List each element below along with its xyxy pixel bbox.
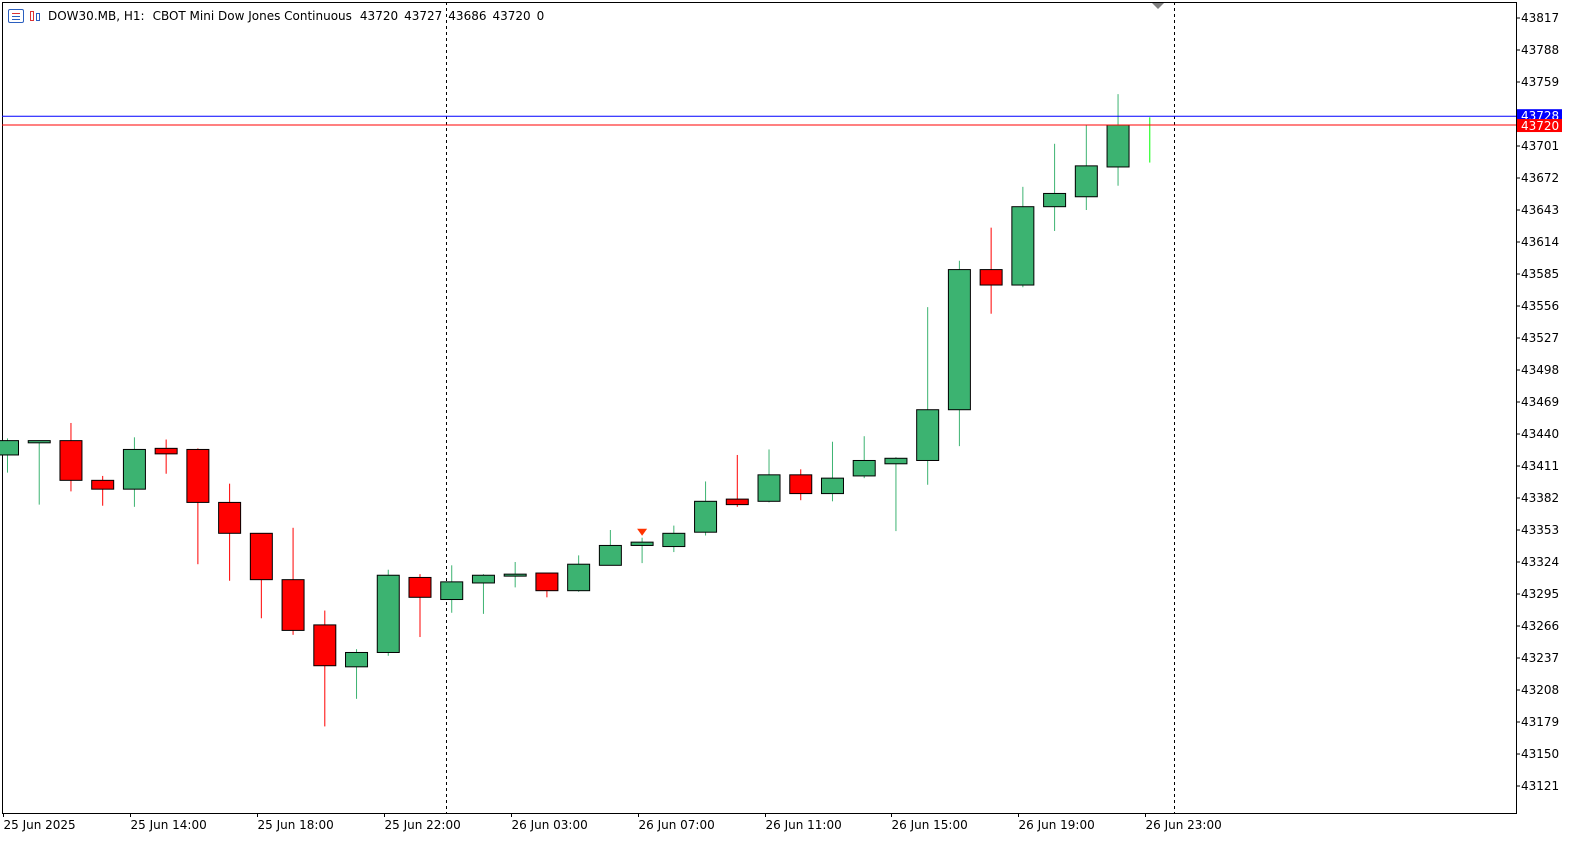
y-tick-label: 43556 [1521,299,1559,313]
candle-body[interactable] [249,532,273,581]
y-tick-label: 43643 [1521,203,1559,217]
x-tick-label: 26 Jun 03:00 [512,818,588,832]
candle-body[interactable] [440,581,464,601]
x-tick-label: 26 Jun 11:00 [766,818,842,832]
candle-body[interactable] [630,541,654,546]
candlestick-icon[interactable] [28,9,44,23]
x-tick-label: 25 Jun 2025 [4,818,76,832]
y-tick-label: 43382 [1521,491,1559,505]
bid-price-tag [1517,119,1562,133]
y-tick-label: 43701 [1521,139,1559,153]
candle-body[interactable] [0,440,19,456]
candle-body[interactable] [757,474,781,502]
candle-body[interactable] [567,563,591,592]
volume-value: 0 [536,9,545,23]
x-tick-label: 25 Jun 18:00 [258,818,334,832]
y-tick-label: 43208 [1521,683,1559,697]
chart-shift-marker[interactable] [1152,3,1164,9]
x-tick-label: 25 Jun 14:00 [131,818,207,832]
y-tick-label: 43179 [1521,715,1559,729]
close-value: 43720 [492,9,531,23]
candle-body[interactable] [345,651,369,668]
y-tick-label: 43295 [1521,587,1559,601]
ask-price-tag [1517,109,1562,123]
high-value: 43727 [404,9,443,23]
x-tick-label: 26 Jun 15:00 [892,818,968,832]
candle-body[interactable] [979,269,1003,286]
y-tick-label: 43527 [1521,331,1559,345]
candle-body[interactable] [1043,192,1067,208]
candle-body[interactable] [91,479,115,490]
y-tick-label: 43440 [1521,427,1559,441]
candle-body[interactable] [1106,124,1130,168]
y-tick-label: 43324 [1521,555,1559,569]
candle-body[interactable] [694,500,718,533]
candle-body[interactable] [1011,206,1035,286]
y-tick-label: 43411 [1521,459,1559,473]
y-tick-label: 43237 [1521,651,1559,665]
y-tick-label: 43817 [1521,11,1559,25]
y-tick-label: 43788 [1521,43,1559,57]
list-icon[interactable] [8,9,24,23]
candle-body[interactable] [916,409,940,461]
candle-body[interactable] [313,624,337,667]
y-tick-label: 43585 [1521,267,1559,281]
candle-body[interactable] [820,477,844,495]
y-tick-label: 43353 [1521,523,1559,537]
trade-arrow-icon[interactable] [637,528,648,536]
candle-body[interactable] [59,440,83,481]
candle-body[interactable] [218,501,242,534]
plot-frame [2,2,1517,814]
y-tick-label: 43121 [1521,779,1559,793]
candle-body[interactable] [471,574,495,584]
symbol-label: DOW30.MB, H1: [48,9,145,23]
y-tick-label: 43498 [1521,363,1559,377]
candle-body[interactable] [598,544,622,566]
candle-body[interactable] [408,576,432,598]
candle-body[interactable] [852,459,876,477]
candle-body[interactable] [281,579,305,631]
open-value: 43720 [359,9,399,23]
y-tick-label: 43469 [1521,395,1559,409]
candle-body[interactable] [27,440,51,444]
y-tick-label: 43672 [1521,171,1559,185]
candle-body[interactable] [186,448,210,503]
candle-body[interactable] [725,498,749,506]
y-tick-label: 43614 [1521,235,1559,249]
candle-body[interactable] [1074,165,1098,198]
candle-body[interactable] [947,269,971,411]
candle-body[interactable] [535,572,559,592]
candle-body[interactable] [789,474,813,495]
x-tick-label: 25 Jun 22:00 [385,818,461,832]
candle-body[interactable] [662,532,686,548]
x-tick-label: 26 Jun 07:00 [639,818,715,832]
x-tick-label: 26 Jun 23:00 [1146,818,1222,832]
bid-price-label: 43720 [1521,119,1559,133]
candle-body[interactable] [122,448,146,490]
instrument-description: CBOT Mini Dow Jones Continuous [152,9,352,23]
y-tick-label: 43266 [1521,619,1559,633]
low-value: 43686 [448,9,487,23]
y-tick-label: 43150 [1521,747,1559,761]
candle-body[interactable] [884,457,908,465]
candle-body[interactable] [503,573,527,577]
x-tick-label: 26 Jun 19:00 [1019,818,1095,832]
chart-header: DOW30.MB, H1: CBOT Mini Dow Jones Contin… [8,8,550,24]
candle-body[interactable] [154,447,178,455]
y-tick-label: 43759 [1521,75,1559,89]
candle-body[interactable] [376,574,400,653]
